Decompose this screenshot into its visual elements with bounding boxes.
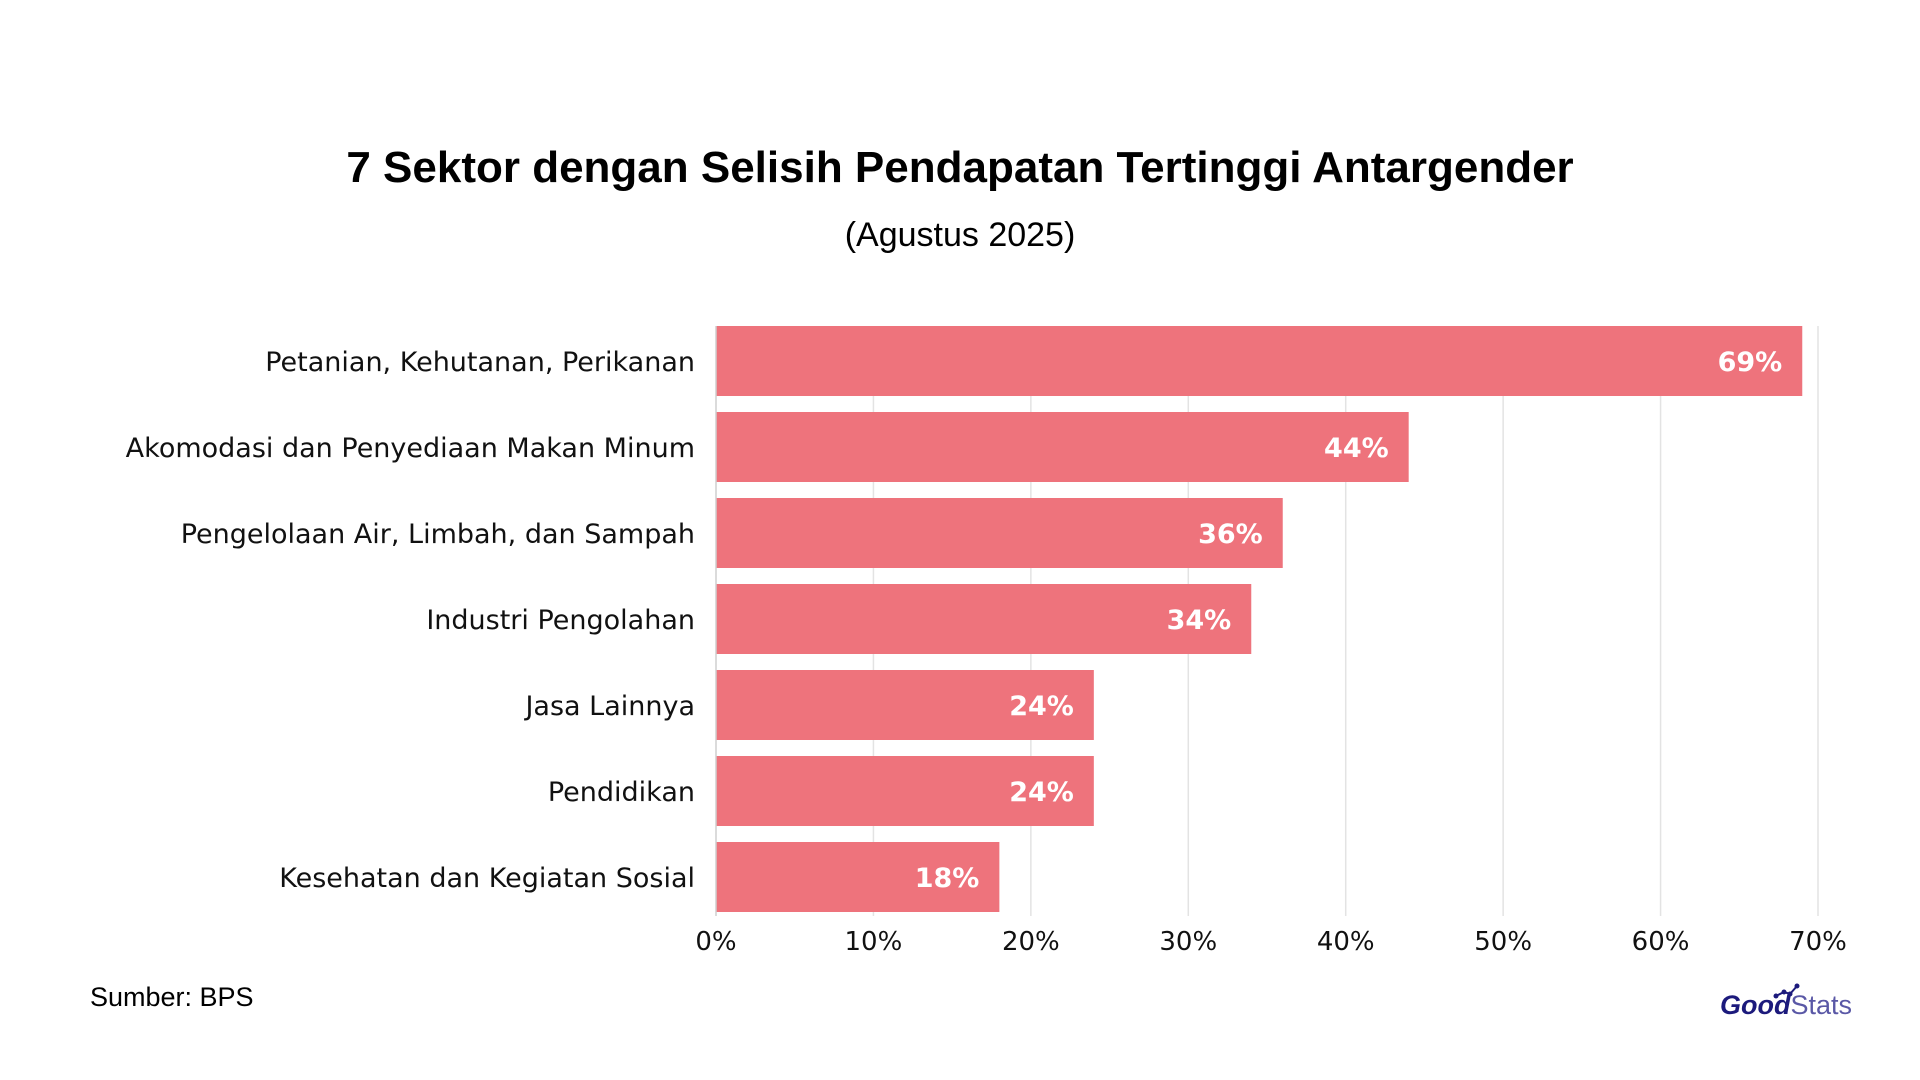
bar-value-label: 69% [1718,347,1783,378]
x-tick-label: 40% [1317,927,1375,957]
bar-value-label: 24% [1009,691,1074,722]
logo-trend-icon [1775,985,1798,997]
category-label: Kesehatan dan Kegiatan Sosial [279,863,695,894]
chart-title: 7 Sektor dengan Selisih Pendapatan Terti… [346,143,1574,192]
x-tick-label: 50% [1474,927,1532,957]
x-tick-label: 0% [695,927,736,957]
bar [716,842,1000,912]
category-label: Industri Pengolahan [426,605,695,636]
x-tick-label: 60% [1632,927,1690,957]
category-label: Akomodasi dan Penyediaan Makan Minum [126,433,695,464]
goodstats-logo: GoodStats [1720,983,1852,1020]
source-note: Sumber: BPS [90,982,254,1012]
x-tick-label: 30% [1159,927,1217,957]
goodstats-logo-text: GoodStats [1720,990,1852,1020]
category-label: Pengelolaan Air, Limbah, dan Sampah [181,519,695,550]
x-tick-label: 10% [845,927,903,957]
bar [716,412,1409,482]
bar-value-label: 44% [1324,433,1389,464]
category-label: Pendidikan [548,777,695,808]
bar [716,670,1094,740]
bar-value-label: 36% [1198,519,1263,550]
bar [716,756,1094,826]
x-tick-label: 20% [1002,927,1060,957]
bar [716,584,1252,654]
bar [716,498,1283,568]
bar-value-label: 18% [915,863,980,894]
bar-value-label: 34% [1167,605,1232,636]
chart-subtitle: (Agustus 2025) [844,216,1076,254]
x-tick-label: 70% [1789,927,1847,957]
category-label: Jasa Lainnya [523,691,695,722]
bar [716,326,1803,396]
bar-value-label: 24% [1009,777,1074,808]
category-label: Petanian, Kehutanan, Perikanan [265,347,695,378]
